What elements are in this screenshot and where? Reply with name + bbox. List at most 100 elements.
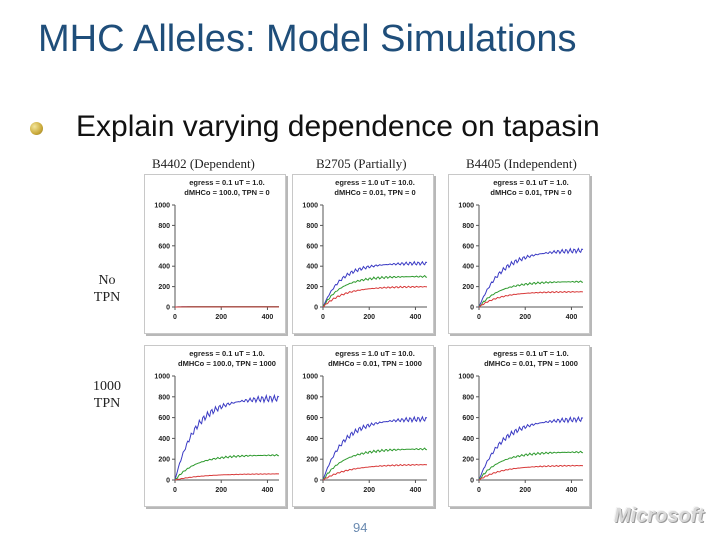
x-tick-label: 400	[566, 487, 578, 494]
y-tick-label: 200	[158, 457, 170, 464]
y-tick-label: 0	[166, 305, 170, 312]
y-tick-label: 200	[306, 284, 318, 291]
y-tick-label: 0	[470, 305, 474, 312]
chart-title-line: egress = 0.1 uT = 1.0.	[493, 349, 568, 358]
chart-panel: egress = 0.1 uT = 1.0. dMHCo = 0.01, TPN …	[448, 345, 590, 507]
y-tick-label: 600	[158, 415, 170, 422]
chart-title-line: egress = 0.1 uT = 1.0.	[493, 178, 568, 187]
chart-title-line: dMHCo = 100.0, TPN = 1000	[178, 359, 276, 368]
chart-title-line: egress = 1.0 uT = 10.0.	[335, 178, 415, 187]
chart-panel: egress = 1.0 uT = 10.0. dMHCo = 0.01, TPN…	[292, 174, 434, 334]
chart-title-line: dMHCo = 0.01, TPN = 1000	[484, 359, 578, 368]
x-tick-label: 0	[477, 314, 481, 321]
column-header-b4405: B4405 (Independent)	[466, 156, 577, 171]
y-tick-label: 1000	[458, 374, 474, 381]
series-line	[478, 290, 584, 308]
chart-title-line: dMHCo = 0.01, TPN = 0	[334, 188, 415, 197]
row-label-no-tpn: No TPN	[79, 272, 135, 306]
series-line	[322, 447, 428, 480]
y-tick-label: 800	[462, 394, 474, 401]
row-label-line: 1000	[93, 379, 121, 394]
y-tick-label: 800	[158, 223, 170, 230]
x-tick-label: 200	[363, 314, 375, 321]
x-tick-label: 400	[410, 314, 422, 321]
y-tick-label: 600	[306, 243, 318, 250]
series-line	[322, 274, 428, 307]
y-tick-label: 1000	[458, 203, 474, 210]
series-line	[174, 473, 279, 481]
y-tick-label: 800	[158, 394, 170, 401]
chart-title-line: dMHCo = 0.01, TPN = 0	[490, 188, 571, 197]
y-tick-label: 400	[158, 264, 170, 271]
x-tick-label: 400	[262, 487, 274, 494]
page-number: 94	[353, 520, 368, 535]
y-tick-label: 400	[462, 436, 474, 443]
x-tick-label: 400	[262, 314, 274, 321]
row-label-line: No	[98, 273, 116, 288]
chart-svg: egress = 1.0 uT = 10.0.dMHCo = 0.01, TPN…	[302, 178, 428, 321]
y-tick-label: 400	[306, 436, 318, 443]
series-line	[322, 415, 428, 481]
series-line	[478, 464, 584, 481]
x-tick-label: 200	[215, 487, 227, 494]
y-tick-label: 400	[158, 436, 170, 443]
x-tick-label: 200	[519, 314, 531, 321]
chart-svg: egress = 1.0 uT = 10.0.dMHCo = 0.01, TPN…	[302, 349, 428, 494]
x-tick-label: 0	[321, 487, 325, 494]
chart-svg: egress = 0.1 uT = 1.0.dMHCo = 0.01, TPN …	[458, 349, 584, 494]
y-tick-label: 200	[306, 457, 318, 464]
chart-title-line: dMHCo = 0.01, TPN = 1000	[328, 359, 422, 368]
x-tick-label: 0	[173, 487, 177, 494]
series-line	[478, 450, 584, 480]
chart-title-line: egress = 0.1 uT = 1.0.	[189, 178, 264, 187]
row-label-1000-tpn: 1000 TPN	[79, 378, 135, 412]
x-tick-label: 0	[321, 314, 325, 321]
x-tick-label: 400	[566, 314, 578, 321]
y-tick-label: 800	[306, 394, 318, 401]
series-line	[478, 280, 584, 307]
chart-panel: egress = 1.0 uT = 10.0. dMHCo = 0.01, TPN…	[292, 345, 434, 507]
y-tick-label: 1000	[154, 374, 170, 381]
series-line	[478, 415, 584, 481]
y-tick-label: 0	[314, 478, 318, 485]
x-tick-label: 200	[519, 487, 531, 494]
microsoft-logo: Microsoft	[614, 505, 704, 527]
chart-title-line: dMHCo = 100.0, TPN = 0	[184, 188, 269, 197]
y-tick-label: 0	[470, 478, 474, 485]
series-line	[478, 247, 584, 308]
x-tick-label: 400	[410, 487, 422, 494]
row-label-line: TPN	[93, 396, 121, 411]
slide-title: MHC Alleles: Model Simulations	[38, 18, 577, 60]
y-tick-label: 800	[462, 223, 474, 230]
series-line	[322, 260, 428, 308]
x-tick-label: 200	[215, 314, 227, 321]
y-tick-label: 200	[462, 457, 474, 464]
y-tick-label: 600	[306, 415, 318, 422]
y-tick-label: 200	[462, 284, 474, 291]
chart-svg: egress = 0.1 uT = 1.0.dMHCo = 100.0, TPN…	[154, 349, 280, 494]
chart-panel: egress = 0.1 uT = 1.0. dMHCo = 100.0, TPN…	[144, 174, 286, 334]
series-line	[174, 453, 280, 480]
y-tick-label: 600	[462, 415, 474, 422]
bullet-icon	[30, 122, 43, 135]
series-line	[322, 463, 428, 481]
y-tick-label: 800	[306, 223, 318, 230]
y-tick-label: 600	[462, 243, 474, 250]
column-header-b4402: B4402 (Dependent)	[152, 156, 255, 171]
chart-panel: egress = 0.1 uT = 1.0. dMHCo = 100.0, TPN…	[144, 345, 286, 507]
x-tick-label: 200	[363, 487, 375, 494]
y-tick-label: 1000	[302, 374, 318, 381]
column-header-b2705: B2705 (Partially)	[316, 156, 407, 171]
chart-title-line: egress = 1.0 uT = 10.0.	[335, 349, 415, 358]
series-line	[174, 393, 280, 481]
y-tick-label: 600	[158, 243, 170, 250]
x-tick-label: 0	[477, 487, 481, 494]
y-tick-label: 0	[166, 478, 170, 485]
y-tick-label: 0	[314, 305, 318, 312]
y-tick-label: 1000	[154, 203, 170, 210]
bullet-text: Explain varying dependence on tapasin	[76, 110, 600, 143]
x-tick-label: 0	[173, 314, 177, 321]
y-tick-label: 400	[462, 264, 474, 271]
y-tick-label: 400	[306, 264, 318, 271]
y-tick-label: 200	[158, 284, 170, 291]
